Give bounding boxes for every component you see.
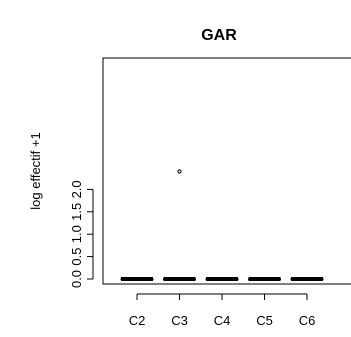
x-tick-label: C3 [171, 313, 188, 328]
x-tick-label: C4 [214, 313, 231, 328]
x-tick-label: C2 [129, 313, 146, 328]
outlier-point [177, 169, 182, 174]
x-axis: C2 C3 C4 C5 C6 [129, 293, 316, 328]
outliers [177, 169, 182, 174]
y-tick-label: 0.5 [69, 248, 84, 266]
y-tick-label: 1.5 [69, 203, 84, 221]
y-tick-label: 1.0 [69, 225, 84, 243]
boxes [120, 277, 324, 281]
y-tick-label: 2.0 [69, 180, 84, 198]
x-tick-label: C5 [256, 313, 273, 328]
y-axis: 0.0 0.5 1.0 1.5 2.0 [69, 180, 94, 288]
plot-frame [102, 57, 351, 285]
y-tick-label: 0.0 [69, 270, 84, 288]
chart-title: GAR [201, 27, 237, 44]
x-tick-label: C6 [299, 313, 316, 328]
y-axis-label: log effectif +1 [28, 132, 43, 209]
